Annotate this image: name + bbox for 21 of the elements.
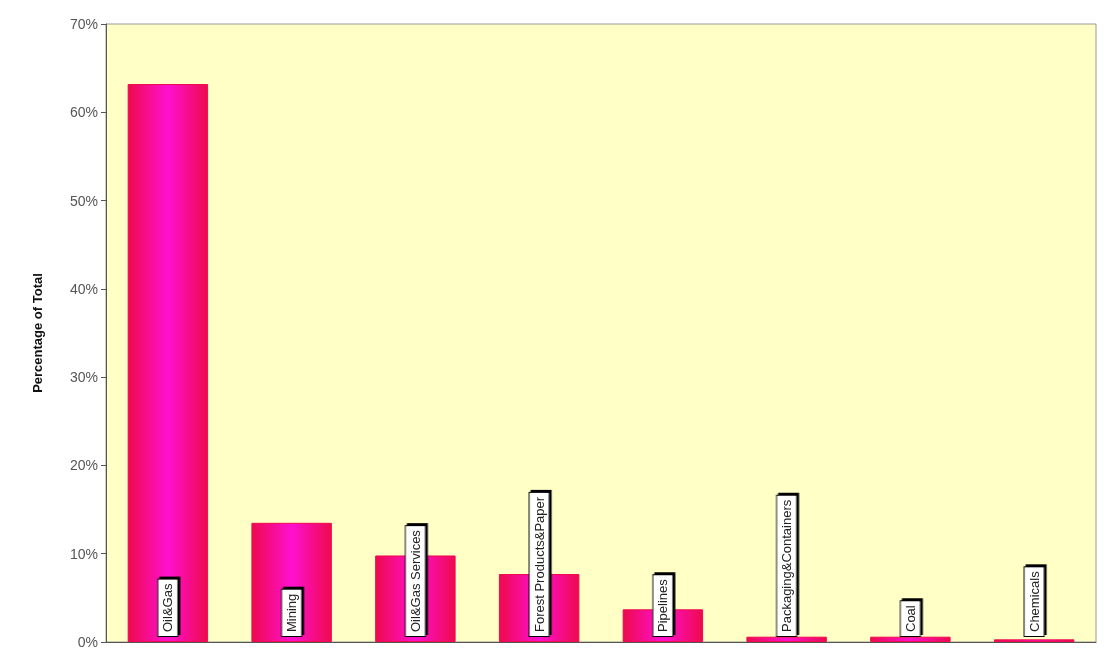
x-tick-label: Mining	[284, 593, 300, 632]
x-tick-label: Pipelines	[655, 578, 671, 632]
y-tick-label: 50%	[69, 192, 98, 209]
y-tick-label: 60%	[69, 104, 98, 121]
x-tick-label: Oil&Gas	[160, 583, 176, 632]
y-tick-label: 30%	[69, 369, 98, 386]
bar	[127, 84, 209, 642]
y-tick-label: 70%	[69, 16, 98, 32]
x-tick-label: Packaging&Containers	[779, 499, 795, 632]
x-tick-label: Chemicals	[1026, 570, 1042, 632]
x-tick-label: Coal	[902, 605, 918, 632]
x-tick-label: Oil&Gas Services	[407, 529, 423, 632]
bar	[870, 636, 951, 642]
y-axis-title: Percentage of Total	[30, 273, 45, 393]
y-tick-label: 10%	[69, 545, 98, 562]
y-tick-label: 20%	[69, 457, 98, 474]
bar	[746, 636, 827, 642]
y-tick-label: 40%	[69, 280, 98, 297]
y-tick-label: 0%	[77, 634, 98, 650]
bar	[251, 522, 332, 642]
x-tick-label: Forest Products&Paper	[531, 496, 547, 632]
